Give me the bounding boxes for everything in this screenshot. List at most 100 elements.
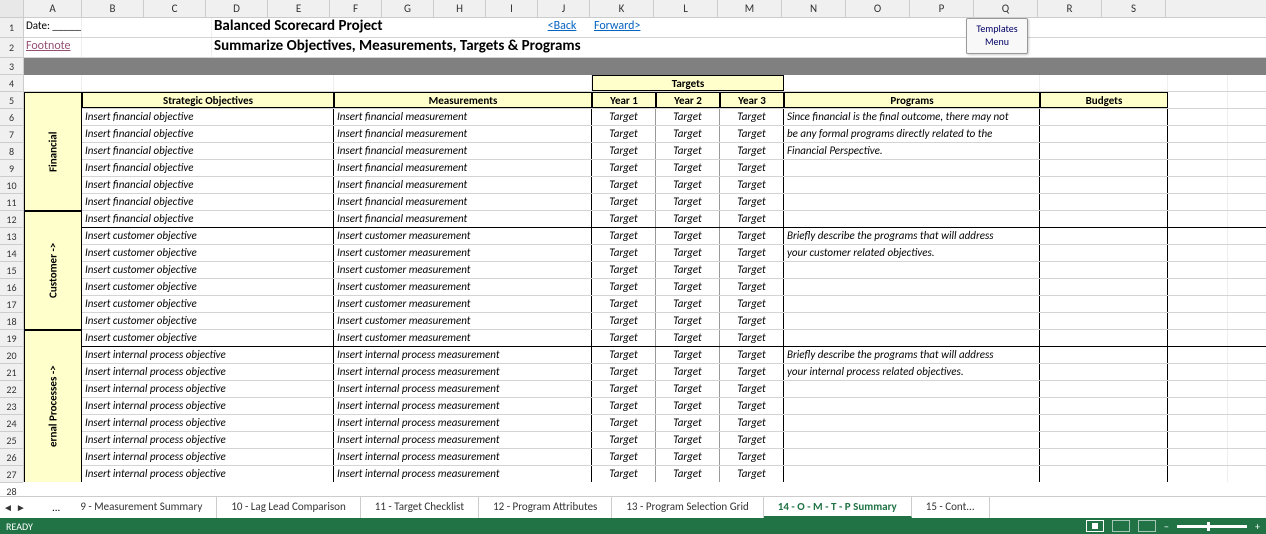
objective-cell[interactable]: Insert customer objective xyxy=(82,313,334,329)
target-cell[interactable]: Target xyxy=(592,415,656,431)
row-header[interactable]: 21 xyxy=(0,364,23,381)
target-cell[interactable]: Target xyxy=(656,177,720,193)
target-cell[interactable]: Target xyxy=(592,432,656,448)
target-cell[interactable]: Target xyxy=(592,245,656,261)
target-cell[interactable]: Target xyxy=(592,279,656,295)
objective-cell[interactable]: Insert customer objective xyxy=(82,228,334,244)
measurement-cell[interactable]: Insert financial measurement xyxy=(334,109,592,125)
program-cell[interactable] xyxy=(784,262,1040,278)
zoom-slider[interactable] xyxy=(1177,525,1247,528)
column-header[interactable]: K xyxy=(590,0,654,17)
sheet-tab[interactable]: 13 - Program Selection Grid xyxy=(612,497,763,518)
program-cell[interactable] xyxy=(784,415,1040,431)
budget-cell[interactable] xyxy=(1040,330,1168,346)
program-cell[interactable] xyxy=(784,330,1040,346)
row-header[interactable]: 14 xyxy=(0,245,23,262)
row-header[interactable]: 11 xyxy=(0,194,23,211)
row-header[interactable]: 5 xyxy=(0,92,23,109)
measurement-cell[interactable]: Insert internal process measurement xyxy=(334,466,592,482)
budget-cell[interactable] xyxy=(1040,109,1168,125)
measurement-cell[interactable]: Insert financial measurement xyxy=(334,211,592,227)
budget-cell[interactable] xyxy=(1040,160,1168,176)
program-cell[interactable] xyxy=(784,313,1040,329)
budget-cell[interactable] xyxy=(1040,415,1168,431)
target-cell[interactable]: Target xyxy=(592,364,656,380)
budget-cell[interactable] xyxy=(1040,211,1168,227)
target-cell[interactable]: Target xyxy=(656,330,720,346)
row-header[interactable]: 22 xyxy=(0,381,23,398)
objective-cell[interactable]: Insert internal process objective xyxy=(82,449,334,465)
target-cell[interactable]: Target xyxy=(656,381,720,397)
program-cell[interactable] xyxy=(784,296,1040,312)
sheet-tab[interactable]: 9 - Measurement Summary xyxy=(66,497,217,518)
program-cell[interactable] xyxy=(784,211,1040,227)
target-cell[interactable]: Target xyxy=(656,279,720,295)
target-cell[interactable]: Target xyxy=(592,466,656,482)
objective-cell[interactable]: Insert internal process objective xyxy=(82,398,334,414)
templates-menu-button[interactable]: Templates Menu xyxy=(966,18,1028,54)
budget-cell[interactable] xyxy=(1040,449,1168,465)
measurement-cell[interactable]: Insert customer measurement xyxy=(334,313,592,329)
measurement-cell[interactable]: Insert internal process measurement xyxy=(334,347,592,363)
objective-cell[interactable]: Insert customer objective xyxy=(82,296,334,312)
row-header[interactable]: 8 xyxy=(0,143,23,160)
objective-cell[interactable]: Insert internal process objective xyxy=(82,415,334,431)
tab-next-icon[interactable]: ► xyxy=(16,501,26,514)
target-cell[interactable]: Target xyxy=(656,398,720,414)
objective-cell[interactable]: Insert financial objective xyxy=(82,177,334,193)
column-header[interactable]: E xyxy=(268,0,330,17)
budget-cell[interactable] xyxy=(1040,432,1168,448)
budget-cell[interactable] xyxy=(1040,381,1168,397)
measurement-cell[interactable]: Insert customer measurement xyxy=(334,330,592,346)
objective-cell[interactable]: Insert financial objective xyxy=(82,160,334,176)
row-header[interactable]: 15 xyxy=(0,262,23,279)
target-cell[interactable]: Target xyxy=(720,313,784,329)
column-header[interactable]: M xyxy=(718,0,782,17)
target-cell[interactable]: Target xyxy=(656,143,720,159)
budget-cell[interactable] xyxy=(1040,466,1168,482)
objective-cell[interactable]: Insert internal process objective xyxy=(82,381,334,397)
row-header[interactable]: 9 xyxy=(0,160,23,177)
column-header[interactable]: F xyxy=(330,0,382,17)
target-cell[interactable]: Target xyxy=(720,466,784,482)
objective-cell[interactable]: Insert financial objective xyxy=(82,126,334,142)
target-cell[interactable]: Target xyxy=(720,177,784,193)
objective-cell[interactable]: Insert financial objective xyxy=(82,143,334,159)
target-cell[interactable]: Target xyxy=(656,126,720,142)
measurement-cell[interactable]: Insert internal process measurement xyxy=(334,398,592,414)
column-header[interactable]: N xyxy=(782,0,846,17)
budget-cell[interactable] xyxy=(1040,245,1168,261)
target-cell[interactable]: Target xyxy=(656,245,720,261)
target-cell[interactable]: Target xyxy=(592,177,656,193)
column-header[interactable]: C xyxy=(144,0,206,17)
target-cell[interactable]: Target xyxy=(720,228,784,244)
program-cell[interactable] xyxy=(784,279,1040,295)
target-cell[interactable]: Target xyxy=(720,449,784,465)
budget-cell[interactable] xyxy=(1040,364,1168,380)
program-cell[interactable]: Briefly describe the programs that will … xyxy=(784,228,1040,244)
program-cell[interactable]: Since financial is the final outcome, th… xyxy=(784,109,1040,125)
back-link[interactable]: <Back xyxy=(532,18,592,37)
row-header[interactable]: 7 xyxy=(0,126,23,143)
row-header[interactable]: 26 xyxy=(0,449,23,466)
target-cell[interactable]: Target xyxy=(656,313,720,329)
measurement-cell[interactable]: Insert financial measurement xyxy=(334,194,592,210)
column-header[interactable]: D xyxy=(206,0,268,17)
target-cell[interactable]: Target xyxy=(592,262,656,278)
target-cell[interactable]: Target xyxy=(592,449,656,465)
target-cell[interactable]: Target xyxy=(592,211,656,227)
measurement-cell[interactable]: Insert customer measurement xyxy=(334,279,592,295)
program-cell[interactable] xyxy=(784,466,1040,482)
column-header[interactable]: L xyxy=(654,0,718,17)
tab-nav[interactable]: ◄► xyxy=(0,501,46,514)
program-cell[interactable] xyxy=(784,177,1040,193)
row-header[interactable]: 27 xyxy=(0,466,23,483)
row-header[interactable]: 18 xyxy=(0,313,23,330)
target-cell[interactable]: Target xyxy=(720,160,784,176)
target-cell[interactable]: Target xyxy=(656,296,720,312)
row-header[interactable]: 13 xyxy=(0,228,23,245)
column-header[interactable]: G xyxy=(382,0,434,17)
objective-cell[interactable]: Insert customer objective xyxy=(82,279,334,295)
column-header[interactable]: O xyxy=(846,0,910,17)
budget-cell[interactable] xyxy=(1040,279,1168,295)
